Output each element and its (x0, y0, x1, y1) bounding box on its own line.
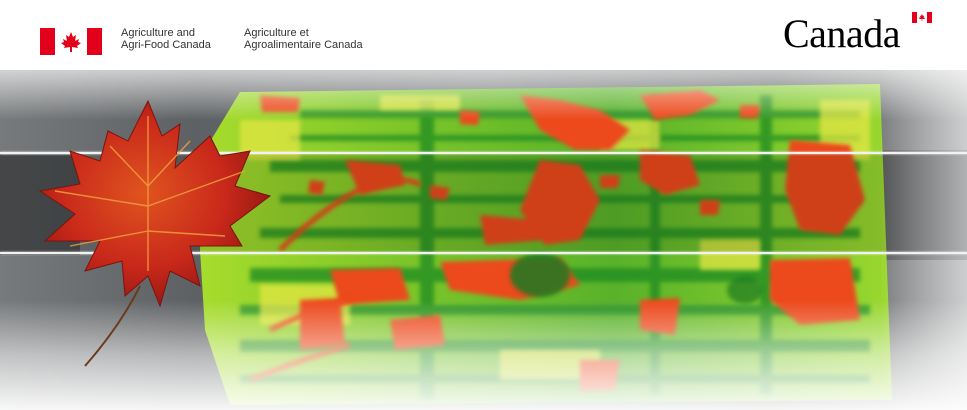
canada-wordmark: Canada (783, 11, 900, 56)
department-name-fr: Agriculture et Agroalimentaire Canada (244, 27, 363, 51)
maple-leaf-icon (30, 96, 290, 376)
canada-flag-icon (40, 28, 102, 55)
department-name-en: Agriculture and Agri-Food Canada (121, 27, 211, 51)
divider-line (0, 252, 967, 254)
header: Agriculture and Agri-Food Canada Agricul… (0, 0, 967, 70)
canada-wordmark-flag-icon (912, 12, 932, 23)
divider-line (0, 152, 967, 154)
